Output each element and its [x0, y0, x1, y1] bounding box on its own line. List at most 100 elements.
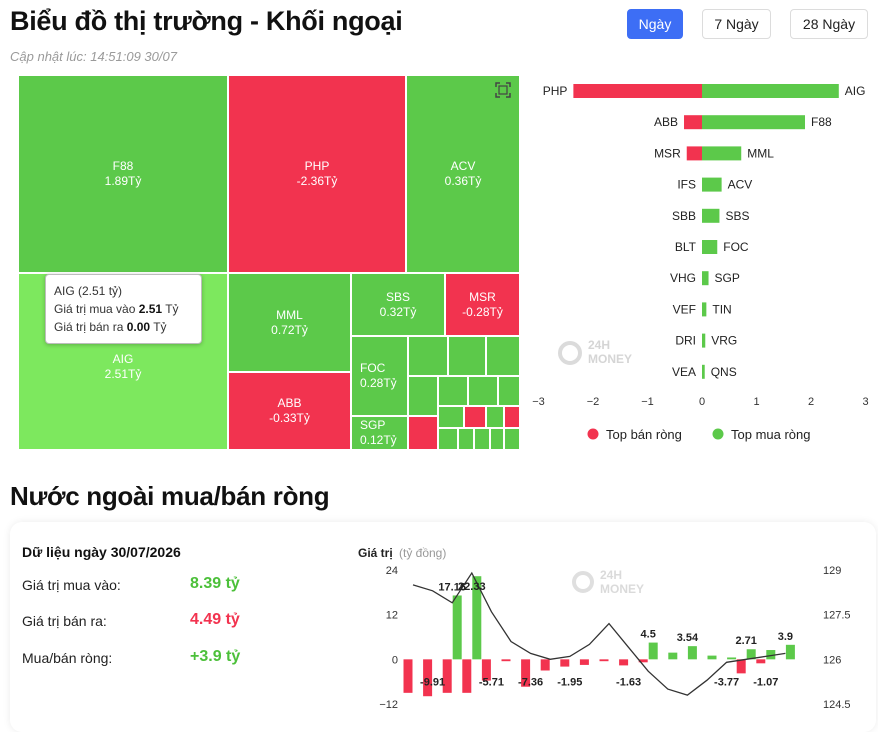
tile-code: PHP — [304, 159, 330, 173]
treemap-tile-acv[interactable]: ACV 0.36Tỷ — [406, 75, 520, 273]
net-sell-bar — [540, 659, 550, 671]
treemap-tile-small[interactable] — [468, 376, 498, 406]
net-value-label: Mua/bán ròng: — [22, 650, 113, 666]
treemap-tile-small[interactable] — [504, 406, 520, 428]
net-sell-bar — [638, 659, 648, 663]
treemap-tile-small[interactable] — [490, 428, 504, 450]
tile-code: ABB — [277, 396, 302, 410]
watermark-logo-icon — [572, 571, 594, 593]
tile-value: -0.33Tỷ — [269, 411, 310, 425]
y2-tick-label: 126 — [823, 654, 841, 666]
tooltip-title: AIG (2.51 tỷ) — [54, 284, 123, 298]
treemap: F88 1.89Tỷ PHP -2.36Tỷ ACV 0.36Tỷ AIG 2.… — [18, 75, 520, 450]
net-value-label: -1.63 — [616, 676, 641, 688]
tile-value: 1.89Tỷ — [104, 174, 142, 188]
net-sell-bar — [560, 659, 570, 667]
treemap-tile-small[interactable] — [448, 336, 486, 376]
treemap-tile-foc[interactable]: FOC 0.28Tỷ — [351, 336, 408, 416]
treemap-tile-small[interactable] — [438, 406, 464, 428]
treemap-tile-php[interactable]: PHP -2.36Tỷ — [228, 75, 406, 273]
net-value-label: -1.07 — [753, 676, 778, 688]
treemap-tile-small[interactable] — [408, 336, 448, 376]
net-buy-bar — [668, 652, 678, 660]
treemap-tile-sbs[interactable]: SBS 0.32Tỷ — [351, 273, 445, 336]
sell-bar — [686, 146, 702, 161]
buy-bar — [702, 208, 720, 223]
net-buy-bar — [648, 642, 658, 660]
sell-bar-label: BLT — [675, 240, 697, 254]
fullscreen-icon[interactable] — [495, 82, 511, 98]
tile-value: 2.51Tỷ — [104, 366, 142, 381]
treemap-tile-small[interactable] — [464, 406, 486, 428]
legend-buy-label: Top mua ròng — [731, 427, 811, 442]
net-value-label: 22.33 — [458, 581, 486, 593]
treemap-tile-abb[interactable]: ABB -0.33Tỷ — [228, 372, 351, 450]
y-tick-label: 24 — [386, 565, 398, 577]
tab-7-days[interactable]: 7 Ngày — [702, 9, 771, 39]
treemap-tile-msr[interactable]: MSR -0.28Tỷ — [445, 273, 520, 336]
net-buy-bar — [472, 576, 482, 660]
treemap-tile-small[interactable] — [438, 376, 468, 406]
watermark-text: 24H — [600, 568, 622, 582]
net-value-label: 3.9 — [778, 631, 793, 643]
update-time: Cập nhật lúc: 14:51:09 30/07 — [10, 49, 177, 64]
net-value-label: 2.71 — [735, 635, 756, 647]
x-tick-label: −3 — [532, 396, 545, 408]
net-card — [10, 522, 876, 732]
treemap-tile-small[interactable] — [504, 428, 520, 450]
treemap-tile-small[interactable] — [486, 406, 504, 428]
sell-bar-label: ABB — [654, 115, 678, 129]
sell-bar-label: DRI — [675, 334, 696, 348]
treemap-tile-small[interactable] — [486, 336, 520, 376]
sell-bar-label: MSR — [654, 146, 681, 160]
buy-bar — [702, 115, 806, 130]
net-value-label: -5.71 — [479, 676, 504, 688]
treemap-tile-sgp[interactable]: SGP 0.12Tỷ — [351, 416, 408, 450]
net-sell-bar — [521, 659, 531, 687]
watermark-logo-icon — [558, 341, 582, 365]
x-tick-label: 2 — [808, 396, 814, 408]
buy-bar-label: SGP — [715, 271, 740, 285]
tab-day[interactable]: Ngày — [627, 9, 683, 39]
sell-bar-label: SBB — [672, 209, 696, 223]
sell-bar-label: PHP — [543, 84, 568, 98]
buy-bar-label: ACV — [728, 178, 753, 192]
treemap-tile-small[interactable] — [438, 428, 458, 450]
tooltip-unit: Tỷ — [153, 320, 167, 334]
x-tick-label: 0 — [699, 396, 705, 408]
buy-bar-label: TIN — [712, 302, 731, 316]
treemap-tile-small[interactable] — [408, 416, 438, 450]
tab-28-days[interactable]: 28 Ngày — [790, 9, 868, 39]
x-tick-label: −1 — [641, 396, 654, 408]
buy-bar-label: AIG — [845, 84, 866, 98]
price-line — [412, 571, 786, 696]
treemap-tile-f88[interactable]: F88 1.89Tỷ — [18, 75, 228, 273]
tooltip-sell-label: Giá trị bán ra — [54, 320, 124, 334]
tooltip-buy-row: Giá trị mua vào 2.51 Tỷ — [54, 300, 193, 318]
treemap-tile-small[interactable] — [458, 428, 474, 450]
sell-bar — [684, 115, 702, 130]
buy-bar-label: F88 — [811, 115, 832, 129]
tile-code: FOC — [360, 361, 386, 375]
net-sell-bar — [403, 659, 413, 693]
treemap-tile-small[interactable] — [408, 376, 438, 416]
tile-value: -0.28Tỷ — [462, 304, 503, 319]
tile-value: 0.72Tỷ — [271, 322, 308, 337]
sell-value: 4.49 tỷ — [190, 611, 240, 628]
treemap-tile-small[interactable] — [474, 428, 490, 450]
treemap-tile-small[interactable] — [498, 376, 520, 406]
tile-value: 0.32Tỷ — [379, 304, 417, 319]
tile-value: 0.12Tỷ — [360, 433, 397, 447]
legend-sell-marker — [587, 428, 599, 440]
tooltip-buy-value: 2.51 — [138, 302, 163, 316]
net-sell-bar — [442, 659, 452, 693]
tile-code: SBS — [385, 289, 410, 304]
tile-value: -2.36Tỷ — [296, 174, 338, 188]
sell-bar-label: VHG — [670, 271, 696, 285]
y2-tick-label: 124.5 — [823, 699, 851, 711]
buy-bar — [702, 146, 742, 161]
treemap-tile-mml[interactable]: MML 0.72Tỷ — [228, 273, 351, 372]
net-sell-bar — [579, 659, 589, 665]
net-sell-bar — [462, 659, 472, 693]
